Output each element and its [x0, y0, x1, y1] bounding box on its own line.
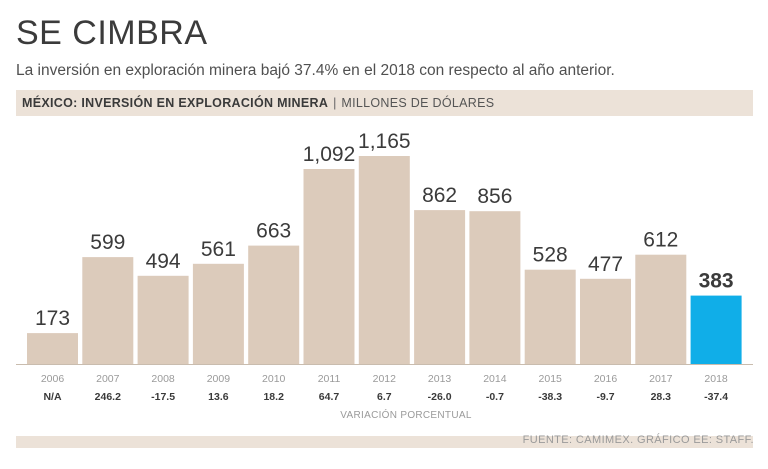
x-tick-label-2012: 2012 [373, 373, 397, 385]
bar-2015 [524, 269, 576, 364]
bar-2013 [414, 210, 466, 364]
data-label-2014: 856 [477, 185, 512, 208]
x-tick-label-2014: 2014 [483, 373, 507, 385]
variation-caption: VARIACIÓN PORCENTUAL [340, 408, 472, 421]
chart-header-bar: MÉXICO: INVERSIÓN EN EXPLORACIÓN MINERA … [16, 90, 753, 116]
bar-2009 [192, 263, 244, 364]
bar-2014 [469, 211, 521, 364]
x-tick-label-2006: 2006 [41, 373, 65, 385]
bar-2016 [580, 278, 631, 364]
x-tick-label-2008: 2008 [151, 373, 175, 385]
variation-label-2007: 246.2 [95, 391, 121, 403]
variation-label-2017: 28.3 [651, 391, 672, 403]
variation-label-2012: 6.7 [377, 391, 392, 403]
x-tick-label-2007: 2007 [96, 373, 120, 385]
x-tick-label-2016: 2016 [594, 373, 618, 385]
bar-2011 [303, 169, 355, 364]
chart-subtitle: La inversión en exploración minera bajó … [16, 62, 615, 79]
x-tick-label-2011: 2011 [318, 373, 341, 385]
variation-label-2014: -0.7 [486, 391, 504, 403]
variation-label-2008: -17.5 [151, 391, 175, 403]
bar-2007 [82, 257, 134, 364]
data-label-2010: 663 [256, 220, 291, 243]
chart-header-unit: MILLONES DE DÓLARES [341, 96, 495, 110]
bar-2006 [27, 333, 78, 364]
data-label-2013: 862 [422, 184, 457, 207]
variation-label-2006: N/A [43, 391, 62, 403]
data-label-2007: 599 [90, 231, 125, 254]
variation-label-2016: -9.7 [596, 391, 614, 403]
bar-2017 [635, 254, 687, 364]
x-tick-label-2018: 2018 [704, 373, 728, 385]
variation-label-2011: 64.7 [319, 391, 340, 403]
chart-header-separator: | [333, 96, 337, 110]
chart-header-label: MÉXICO: INVERSIÓN EN EXPLORACIÓN MINERA [22, 96, 329, 110]
data-label-2017: 612 [643, 229, 678, 252]
variation-label-2015: -38.3 [538, 391, 562, 403]
x-tick-label-2009: 2009 [207, 373, 231, 385]
variation-label-2010: 18.2 [263, 391, 284, 403]
footer-bar [16, 436, 753, 448]
data-label-2009: 561 [201, 238, 236, 261]
data-label-2015: 528 [533, 244, 568, 267]
x-tick-label-2013: 2013 [428, 373, 452, 385]
x-tick-label-2015: 2015 [539, 373, 563, 385]
data-label-2012: 1,165 [358, 130, 411, 153]
data-label-2018: 383 [699, 270, 734, 293]
source-note: FUENTE: CAMIMEX. GRÁFICO EE: STAFF. [522, 434, 754, 446]
data-label-2008: 494 [146, 250, 181, 273]
data-label-2006: 173 [35, 307, 70, 330]
variation-label-2013: -26.0 [428, 391, 452, 403]
bar-2018 [690, 295, 742, 364]
x-tick-label-2017: 2017 [649, 373, 673, 385]
data-label-2011: 1,092 [303, 143, 356, 166]
variation-label-2009: 13.6 [208, 391, 229, 403]
bar-2012 [358, 156, 410, 364]
x-tick-label-2010: 2010 [262, 373, 286, 385]
chart-title: SE CIMBRA [16, 14, 208, 52]
data-label-2016: 477 [588, 253, 623, 276]
variation-label-2018: -37.4 [704, 391, 728, 403]
bar-2008 [137, 275, 189, 364]
bar-2010 [248, 245, 300, 364]
